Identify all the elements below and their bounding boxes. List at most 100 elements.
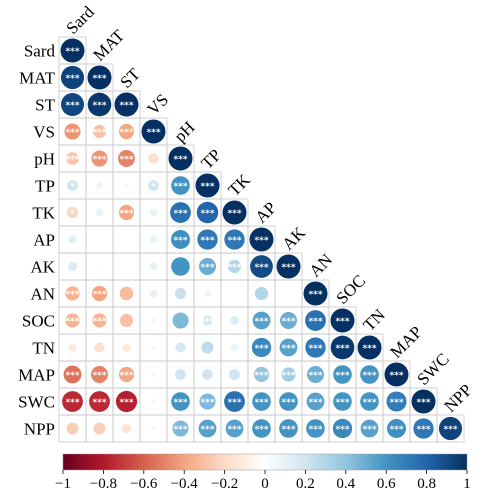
diag-label-AK: AK xyxy=(278,223,309,254)
diag-label-NPP: NPP xyxy=(440,380,475,415)
sig-label: *** xyxy=(200,425,214,435)
corr-circle-AP-AP xyxy=(249,227,274,252)
sig-label: *** xyxy=(362,371,376,381)
sig-label: * xyxy=(70,209,75,219)
corr-circle-SOC-Sard xyxy=(65,313,80,328)
diag-label-ST: ST xyxy=(116,64,144,92)
sig-label: *** xyxy=(65,128,79,138)
diag-label-Sard: Sard xyxy=(62,2,98,38)
row-label-AK: AK xyxy=(30,258,55,277)
sig-label: *** xyxy=(173,155,187,165)
corr-circle-SOC-AN xyxy=(305,310,326,331)
sig-label: *** xyxy=(362,425,376,435)
row-label-TN: TN xyxy=(32,339,55,358)
corr-circle-VS-ST xyxy=(118,123,135,140)
sig-label: *** xyxy=(65,101,79,111)
sig-label: *** xyxy=(173,209,187,219)
sig-label: *** xyxy=(200,209,214,219)
sig-label: *** xyxy=(227,398,241,408)
sig-label: *** xyxy=(173,425,187,435)
sig-label: *** xyxy=(254,317,268,327)
sig-label: *** xyxy=(119,398,133,408)
diag-label-SOC: SOC xyxy=(332,271,369,308)
sig-label: *** xyxy=(281,371,295,381)
sig-label: *** xyxy=(281,398,295,408)
sig-label: * xyxy=(151,182,156,192)
corr-circle-TK-TP xyxy=(196,201,219,224)
corr-circle-NPP-AP xyxy=(252,419,271,438)
diag-label-pH: pH xyxy=(170,118,198,146)
row-label-ST: ST xyxy=(35,96,55,115)
corr-circle-AP-VS xyxy=(149,235,158,244)
sig-label: *** xyxy=(119,371,133,381)
sig-label: *** xyxy=(65,47,79,57)
diag-label-TP: TP xyxy=(197,145,224,172)
sig-label: *** xyxy=(254,236,268,246)
corr-circle-TN-AP xyxy=(251,337,272,358)
corr-circle-TN-TP xyxy=(201,341,214,354)
sig-label: *** xyxy=(65,317,79,327)
corr-circle-SOC-TP xyxy=(202,315,213,326)
corr-circle-MAP-SOC xyxy=(333,365,352,384)
sig-label: *** xyxy=(254,371,268,381)
corr-circle-AN-pH xyxy=(174,287,187,300)
corr-circle-AN-TK xyxy=(232,291,237,296)
diag-label-TN: TN xyxy=(359,305,388,334)
sig-label: *** xyxy=(443,425,457,435)
corr-circle-NPP-SWC xyxy=(413,418,434,439)
sig-label: *** xyxy=(92,128,106,138)
sig-label: *** xyxy=(92,371,106,381)
sig-label: *** xyxy=(335,344,349,354)
corr-circle-AP-Sard xyxy=(68,235,77,244)
corr-circle-SOC-AK xyxy=(280,312,297,329)
sig-label: *** xyxy=(308,344,322,354)
corr-circle-SWC-SOC xyxy=(333,392,352,411)
corr-circle-MAP-AP xyxy=(253,366,270,383)
corr-circle-TN-TN xyxy=(357,335,382,360)
corr-circle-TN-ST xyxy=(122,343,131,352)
row-label-NPP: NPP xyxy=(24,420,55,439)
corr-circle-MAP-AK xyxy=(281,367,296,382)
corr-circle-AN-ST xyxy=(119,286,134,301)
corr-circle-TN-TK xyxy=(230,343,239,352)
corr-circle-AK-TK xyxy=(227,259,242,274)
corr-circle-ST-MAT xyxy=(87,92,112,117)
corr-circle-TN-Sard xyxy=(68,343,77,352)
corr-circle-AP-ST xyxy=(124,237,129,242)
colorbar-tick-label: −0.8 xyxy=(90,476,117,492)
grid xyxy=(58,36,465,443)
row-label-VS: VS xyxy=(33,123,55,142)
colorbar-ticks: −1 −0.8 −0.6 −0.4 −0.2 0 0.2 0.4 0.6 0.8 1 xyxy=(55,470,471,492)
colorbar-tick-label: 0 xyxy=(261,476,269,492)
colorbar-tick-label: 0.4 xyxy=(336,476,355,492)
corr-circle-AK-AK xyxy=(276,254,301,279)
corr-circle-MAP-TN xyxy=(360,365,379,384)
sig-label: *** xyxy=(335,398,349,408)
sig-label: *** xyxy=(254,425,268,435)
sig-label: *** xyxy=(281,263,295,273)
sig-label: *** xyxy=(227,425,241,435)
diag-label-TK: TK xyxy=(224,170,254,200)
colorbar-tick-label: 0.6 xyxy=(377,476,396,492)
sig-label: *** xyxy=(200,182,214,192)
corr-circle-NPP-TN xyxy=(360,419,379,438)
corr-circle-TP-TP xyxy=(195,173,220,198)
corr-circle-TP-Sard xyxy=(67,180,78,191)
sig-label: *** xyxy=(92,101,106,111)
corr-circle-MAP-ST xyxy=(118,366,135,383)
sig-label: *** xyxy=(254,344,268,354)
corr-circle-VS-VS xyxy=(141,119,166,144)
corr-circle-AN-AK xyxy=(286,291,291,296)
sig-label: *** xyxy=(281,317,295,327)
corr-circle-SWC-AN xyxy=(306,392,325,411)
colorbar-tick-label: −0.6 xyxy=(130,476,158,492)
corr-circle-SOC-ST xyxy=(119,313,134,328)
corr-circle-pH-Sard xyxy=(66,152,79,165)
corr-circle-NPP-NPP xyxy=(438,416,463,441)
corr-circle-TN-VS xyxy=(150,344,157,351)
corr-circle-SWC-SWC xyxy=(411,389,436,414)
colorbar-tick-label: 0.2 xyxy=(296,476,315,492)
corr-circle-AN-MAT xyxy=(91,285,108,302)
sig-label: *** xyxy=(92,290,106,300)
corr-circle-TK-Sard xyxy=(66,206,79,219)
